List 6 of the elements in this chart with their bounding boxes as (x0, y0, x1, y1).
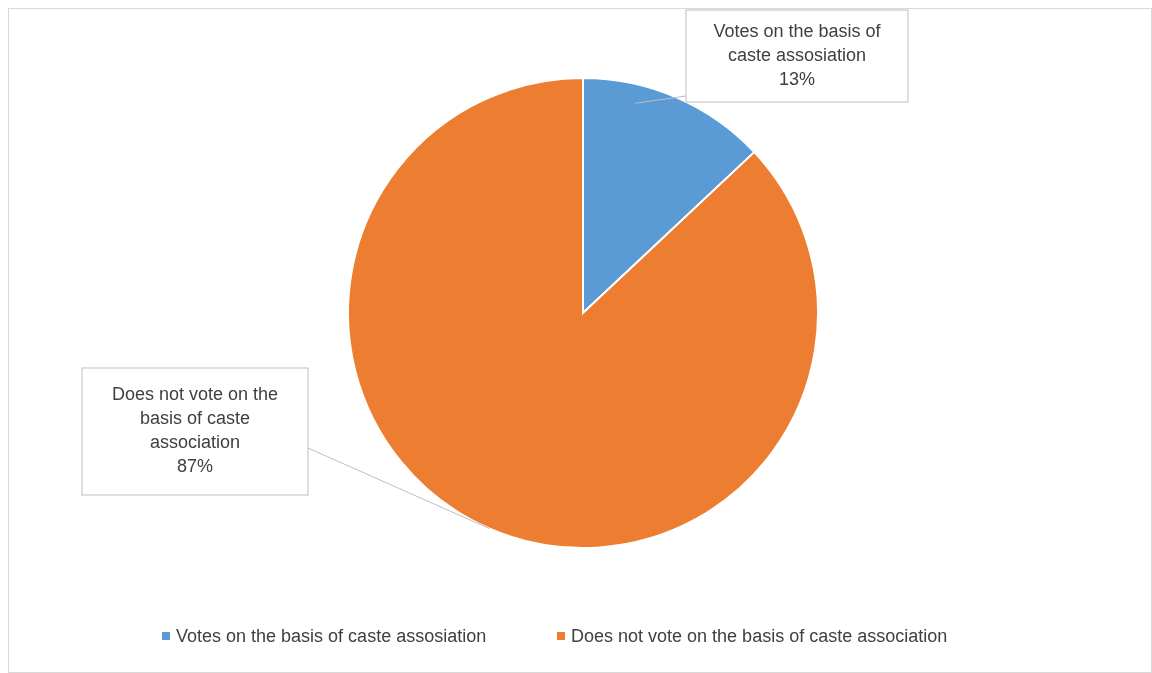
data-label: 87% (176, 456, 214, 477)
legend-label: Votes on the basis of caste assosiation (176, 625, 487, 646)
slice-label: Votes on the basis of caste assosiation (713, 20, 882, 65)
legend-label: Does not vote on the basis of caste association (571, 625, 948, 646)
slice-label: Does not vote on the basis of caste association (111, 384, 279, 453)
data-label: 13% (778, 68, 816, 89)
